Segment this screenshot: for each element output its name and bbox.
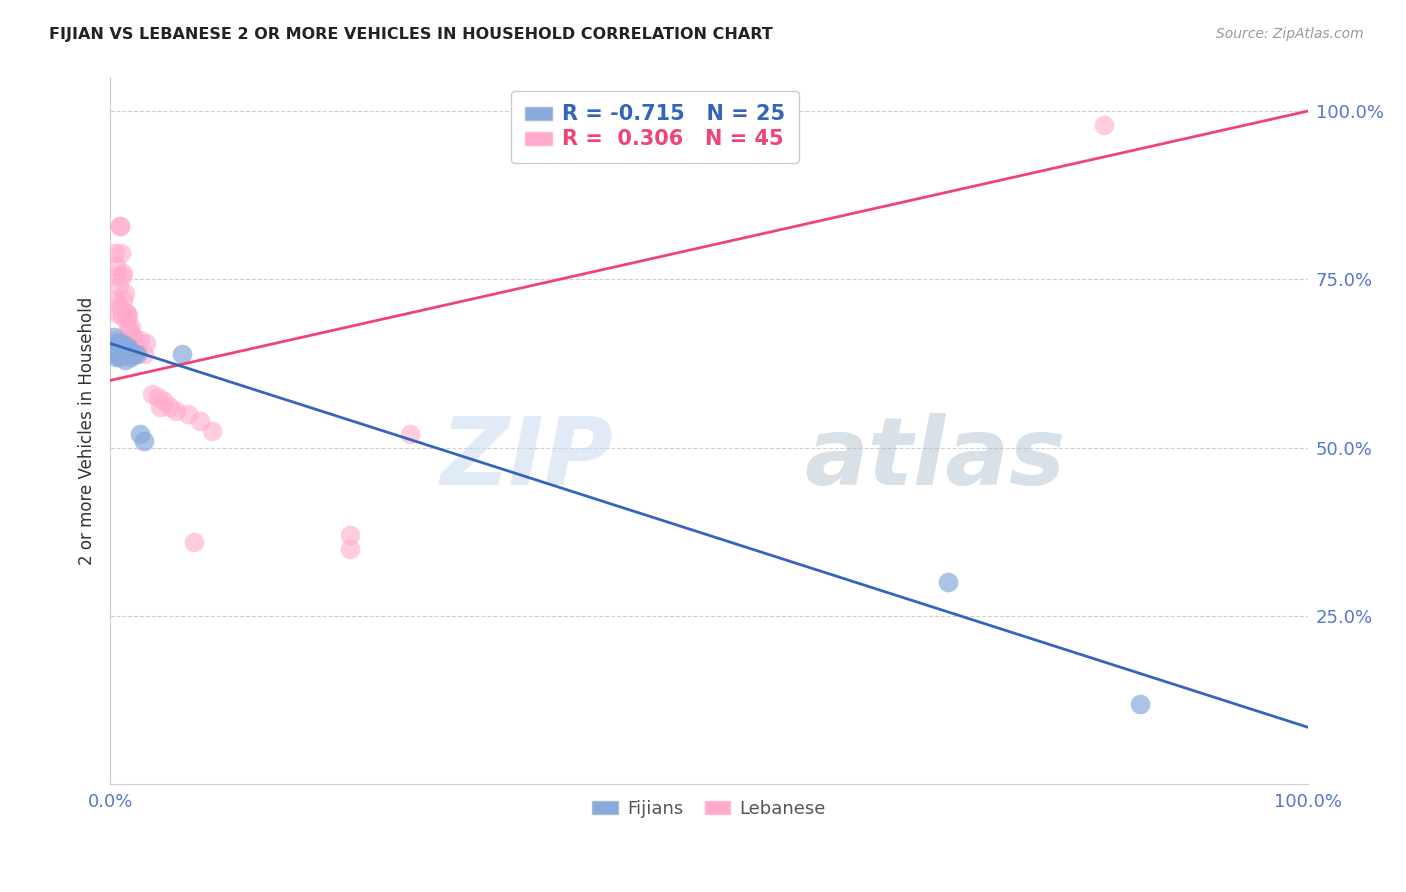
- Point: [108, 343, 131, 358]
- Point: [159, 401, 181, 415]
- Point: [105, 350, 128, 364]
- Legend: Fijians, Lebanese: Fijians, Lebanese: [585, 792, 832, 825]
- Point: [110, 346, 132, 360]
- Point: [165, 403, 187, 417]
- Point: [104, 340, 127, 354]
- Point: [122, 340, 145, 354]
- Text: ZIP: ZIP: [440, 413, 613, 505]
- Point: [107, 299, 129, 313]
- Point: [146, 390, 169, 404]
- Point: [132, 346, 155, 360]
- Point: [122, 346, 145, 360]
- Point: [129, 333, 152, 347]
- Point: [105, 346, 128, 360]
- Y-axis label: 2 or more Vehicles in Household: 2 or more Vehicles in Household: [79, 297, 96, 565]
- Point: [104, 245, 127, 260]
- Text: Source: ZipAtlas.com: Source: ZipAtlas.com: [1216, 27, 1364, 41]
- Point: [112, 266, 135, 280]
- Point: [339, 528, 361, 542]
- Point: [114, 306, 136, 320]
- Point: [170, 346, 193, 360]
- Point: [938, 575, 960, 590]
- Point: [105, 340, 128, 354]
- Point: [111, 336, 134, 351]
- Text: atlas: atlas: [804, 413, 1066, 505]
- Point: [135, 336, 157, 351]
- Point: [339, 541, 361, 556]
- Text: FIJIAN VS LEBANESE 2 OR MORE VEHICLES IN HOUSEHOLD CORRELATION CHART: FIJIAN VS LEBANESE 2 OR MORE VEHICLES IN…: [49, 27, 773, 42]
- Point: [112, 293, 135, 307]
- Point: [121, 329, 143, 343]
- Point: [107, 350, 129, 364]
- Point: [117, 319, 139, 334]
- Point: [120, 350, 142, 364]
- Point: [118, 343, 141, 358]
- Point: [110, 245, 132, 260]
- Point: [105, 268, 128, 283]
- Point: [1092, 118, 1115, 132]
- Point: [108, 219, 131, 233]
- Point: [129, 427, 152, 442]
- Point: [111, 310, 134, 324]
- Point: [125, 343, 148, 358]
- Point: [114, 353, 136, 368]
- Point: [398, 427, 420, 442]
- Point: [103, 329, 125, 343]
- Point: [141, 387, 163, 401]
- Point: [107, 336, 129, 351]
- Point: [108, 219, 131, 233]
- Point: [1129, 697, 1152, 711]
- Point: [115, 343, 138, 358]
- Point: [118, 323, 141, 337]
- Point: [114, 285, 136, 300]
- Point: [188, 414, 211, 428]
- Point: [114, 310, 136, 324]
- Point: [201, 424, 224, 438]
- Point: [112, 346, 135, 360]
- Point: [183, 535, 205, 549]
- Point: [103, 333, 125, 347]
- Point: [132, 434, 155, 448]
- Point: [111, 268, 134, 283]
- Point: [120, 319, 142, 334]
- Point: [105, 343, 128, 358]
- Point: [122, 329, 145, 343]
- Point: [117, 340, 139, 354]
- Point: [115, 306, 138, 320]
- Point: [104, 336, 127, 351]
- Point: [153, 393, 176, 408]
- Point: [117, 310, 139, 324]
- Point: [177, 407, 200, 421]
- Point: [107, 279, 129, 293]
- Point: [105, 306, 128, 320]
- Point: [114, 346, 136, 360]
- Point: [105, 259, 128, 273]
- Point: [125, 346, 148, 360]
- Point: [105, 293, 128, 307]
- Point: [149, 401, 172, 415]
